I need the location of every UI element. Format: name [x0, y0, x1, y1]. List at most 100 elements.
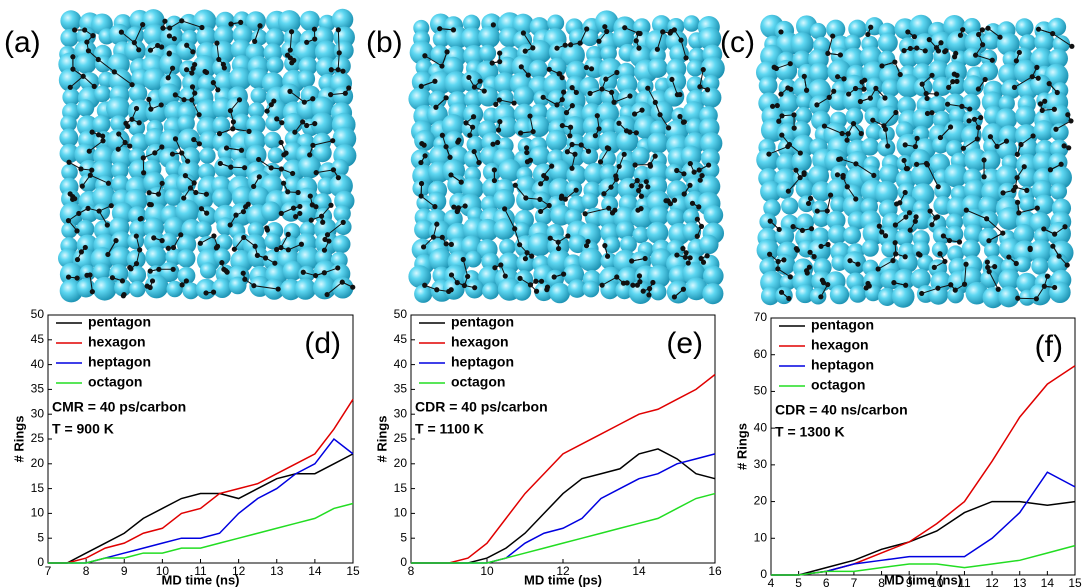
metal-atom	[796, 92, 814, 110]
metal-atom	[248, 102, 265, 119]
carbon-atom	[470, 114, 477, 120]
metal-atom	[1015, 18, 1034, 37]
carbon-atom	[125, 123, 131, 130]
metal-atom	[599, 150, 616, 168]
carbon-atom	[133, 261, 140, 267]
carbon-atom	[942, 49, 948, 55]
carbon-atom	[844, 137, 850, 143]
metal-atom	[879, 164, 900, 185]
carbon-atom	[635, 207, 641, 213]
y-tick-label: 5	[37, 530, 44, 544]
carbon-atom	[233, 212, 239, 218]
metal-atom	[126, 249, 146, 269]
carbon-atom	[254, 252, 260, 259]
carbon-atom	[518, 64, 524, 70]
y-tick-label: 50	[394, 307, 408, 321]
carbon-atom	[89, 167, 95, 173]
carbon-atom	[569, 103, 575, 109]
carbon-atom	[85, 48, 92, 54]
carbon-atom	[923, 91, 929, 97]
metal-atom	[228, 276, 247, 295]
metal-atom	[686, 59, 704, 77]
atom-image	[57, 8, 357, 303]
metal-atom	[775, 59, 798, 82]
metal-atom	[482, 282, 500, 300]
carbon-atom	[170, 244, 177, 251]
y-tick-label: 5	[400, 530, 407, 544]
carbon-bond	[289, 90, 305, 103]
metal-atom	[646, 175, 668, 197]
carbon-atom	[151, 235, 157, 241]
metal-atom	[166, 280, 184, 298]
carbon-atom	[565, 233, 571, 239]
carbon-atom	[472, 285, 478, 291]
carbon-atom	[650, 279, 656, 286]
carbon-atom	[913, 214, 919, 220]
metal-atom	[945, 213, 964, 231]
carbon-atom	[170, 266, 176, 272]
carbon-atom	[636, 187, 642, 194]
metal-atom	[581, 147, 599, 165]
carbon-atom	[1065, 112, 1071, 118]
carbon-atom	[997, 34, 1003, 40]
carbon-bond	[1017, 297, 1037, 300]
carbon-atom	[616, 120, 622, 126]
carbon-atom	[238, 147, 245, 153]
carbon-atom	[66, 159, 72, 165]
carbon-atom	[946, 237, 953, 244]
metal-atom	[313, 276, 337, 300]
carbon-atom	[647, 286, 653, 292]
metal-atom	[946, 30, 970, 54]
carbon-atom	[285, 247, 291, 253]
carbon-atom	[448, 172, 454, 178]
metal-atom	[177, 249, 196, 268]
carbon-atom	[564, 149, 570, 155]
carbon-atom	[868, 24, 874, 30]
carbon-atom	[152, 150, 158, 156]
carbon-atom	[935, 285, 941, 291]
carbon-atom	[251, 183, 257, 190]
line-chart: 0 10 20 30 40 50 60 70 4 5 6 7 8 9 10 11 12 13 14 15 MD time…	[734, 310, 1082, 587]
carbon-atom	[335, 27, 341, 33]
carbon-atom	[189, 97, 195, 103]
carbon-atom	[158, 102, 164, 108]
carbon-atom	[678, 37, 684, 43]
metal-atom	[106, 96, 130, 121]
metal-atom	[1034, 194, 1055, 215]
carbon-atom	[537, 196, 543, 202]
carbon-atom	[199, 24, 205, 31]
carbon-atom	[691, 169, 697, 175]
carbon-atom	[220, 61, 226, 68]
annotation: CMR = 40 ps/carbon	[52, 399, 186, 415]
carbon-atom	[862, 77, 868, 83]
carbon-atom	[321, 247, 328, 253]
metal-atom	[199, 262, 217, 279]
metal-atom	[114, 278, 132, 297]
metal-atom	[549, 159, 571, 182]
carbon-atom	[912, 218, 918, 224]
carbon-atom	[148, 202, 154, 208]
carbon-atom	[1013, 58, 1019, 64]
carbon-atom	[450, 27, 457, 33]
carbon-atom	[924, 110, 931, 117]
metal-atom	[476, 218, 499, 242]
metal-atom	[497, 56, 517, 77]
x-tick-label: 8	[878, 576, 885, 587]
carbon-atom	[84, 272, 90, 278]
metal-atom	[864, 284, 882, 302]
metal-atom	[843, 226, 862, 245]
y-axis-label: # Rings	[734, 423, 749, 470]
y-tick-label: 35	[31, 382, 45, 396]
carbon-atom	[879, 229, 885, 235]
carbon-atom	[946, 84, 952, 90]
carbon-atom	[629, 183, 635, 189]
metal-atom	[110, 230, 132, 252]
y-tick-label: 50	[754, 384, 768, 398]
metal-atom	[181, 219, 202, 240]
carbon-atom	[975, 124, 982, 131]
carbon-atom	[312, 121, 318, 127]
carbon-atom	[324, 232, 331, 238]
carbon-atom	[280, 180, 287, 186]
carbon-atom	[892, 240, 898, 246]
metal-atom	[250, 87, 267, 104]
